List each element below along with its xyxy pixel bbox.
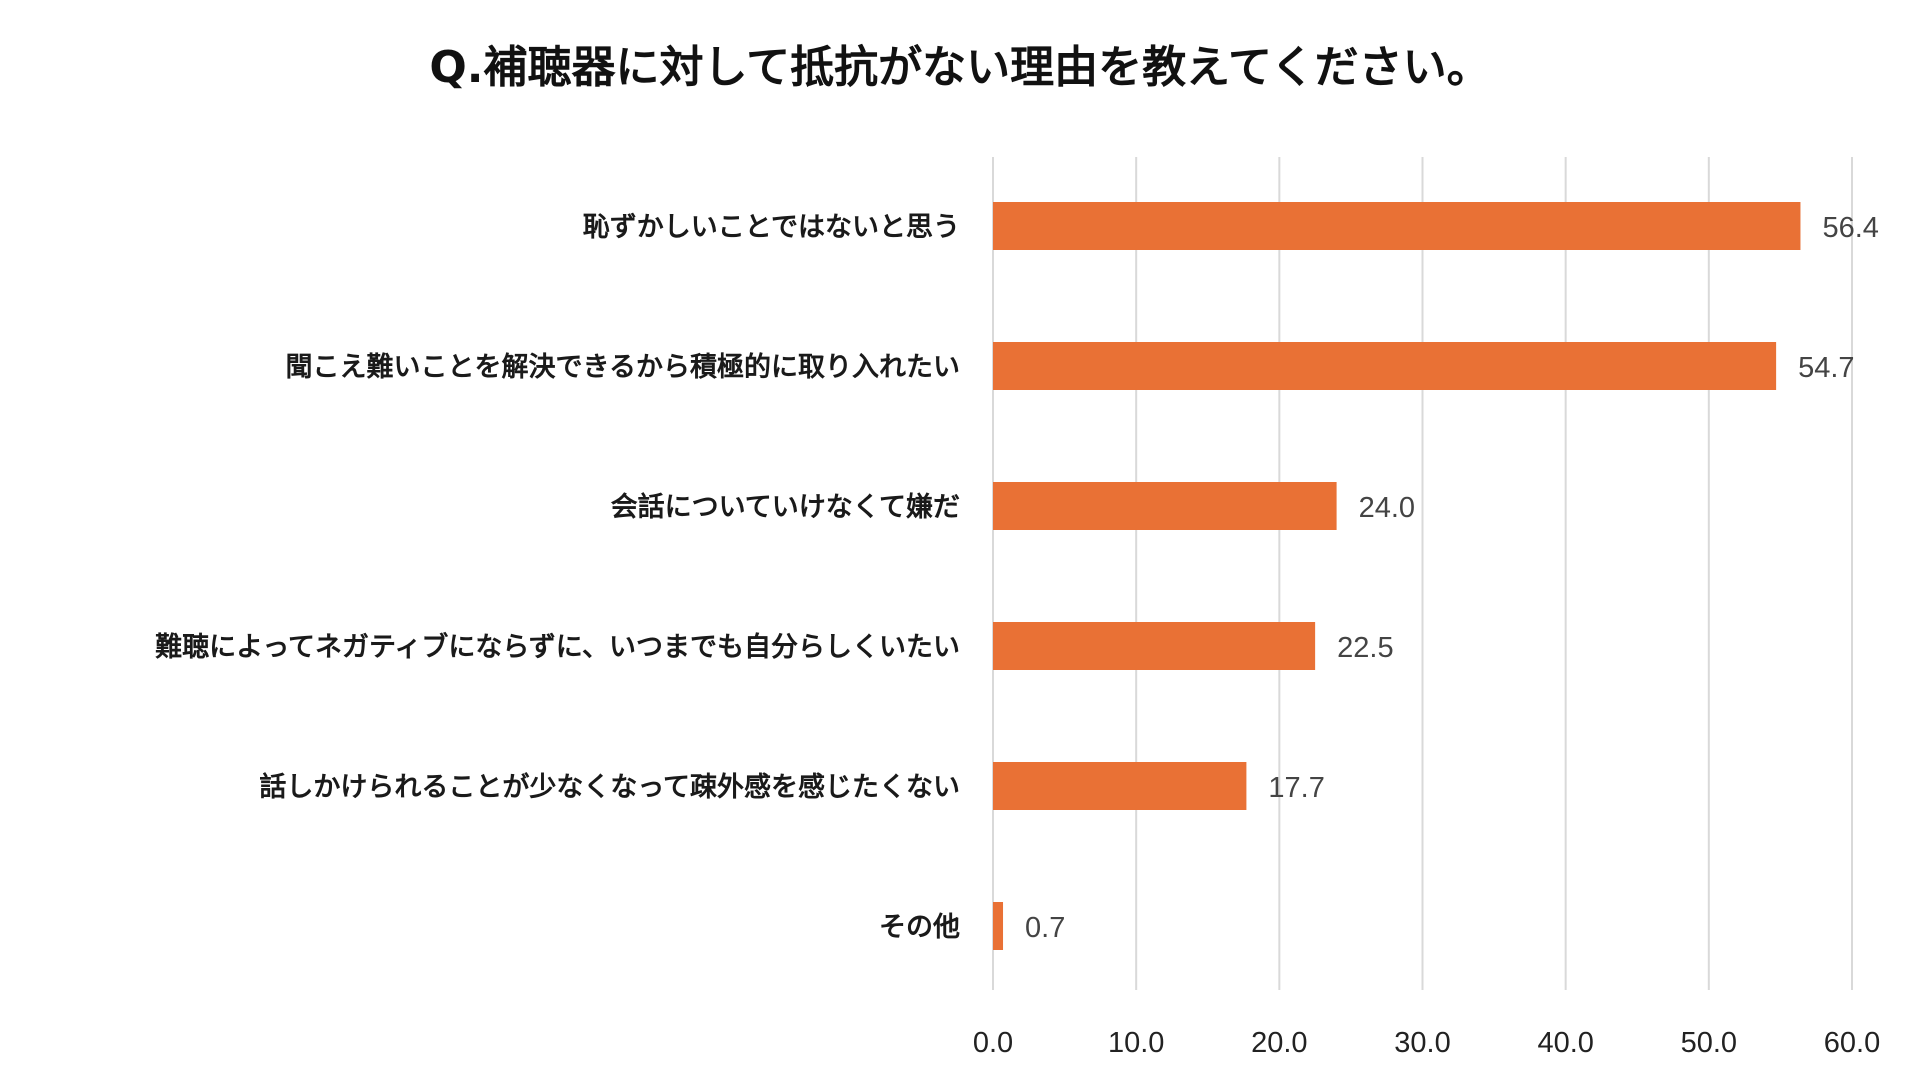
bar [993,902,1004,950]
value-labels: 56.4 54.7 24.0 22.5 17.7 0.7 [1025,212,1879,944]
x-tick-label: 40.0 [1537,1027,1593,1059]
category-label: その他 [879,912,960,943]
x-axis-tick-labels: 0.0 10.0 20.0 30.0 40.0 50.0 60.0 [973,1027,1880,1059]
data-label: 0.7 [1025,912,1065,944]
data-label: 24.0 [1359,492,1415,524]
category-label: 話しかけられることが少なくなって疎外感を感じたくない [259,771,960,803]
data-label: 54.7 [1798,352,1854,384]
bar [993,342,1777,390]
category-label: 恥ずかしいことではないと思う [583,212,960,243]
bar [993,622,1316,670]
bar [993,762,1247,810]
bar [993,202,1801,250]
chart-title: Q.補聴器に対して抵抗がない理由を教えてください。 [429,42,1490,93]
category-labels: 恥ずかしいことではないと思う聞こえ難いことを解決できるから積極的に取り入れたい会… [155,212,960,943]
data-label: 56.4 [1822,212,1878,244]
bar [993,482,1337,530]
x-tick-label: 50.0 [1681,1027,1737,1059]
x-tick-label: 60.0 [1824,1027,1880,1059]
bars [993,202,1801,950]
data-label: 22.5 [1337,632,1393,664]
category-label: 聞こえ難いことを解決できるから積極的に取り入れたい [286,351,960,383]
x-tick-label: 0.0 [973,1027,1013,1059]
x-tick-label: 10.0 [1108,1027,1164,1059]
x-tick-label: 20.0 [1251,1027,1307,1059]
gridlines [992,157,1853,990]
category-label: 難聴によってネガティブにならずに、いつまでも自分らしくいたい [155,631,960,663]
x-tick-label: 30.0 [1394,1027,1450,1059]
data-label: 17.7 [1268,772,1324,804]
category-label: 会話についていけなくて嫌だ [611,491,960,523]
